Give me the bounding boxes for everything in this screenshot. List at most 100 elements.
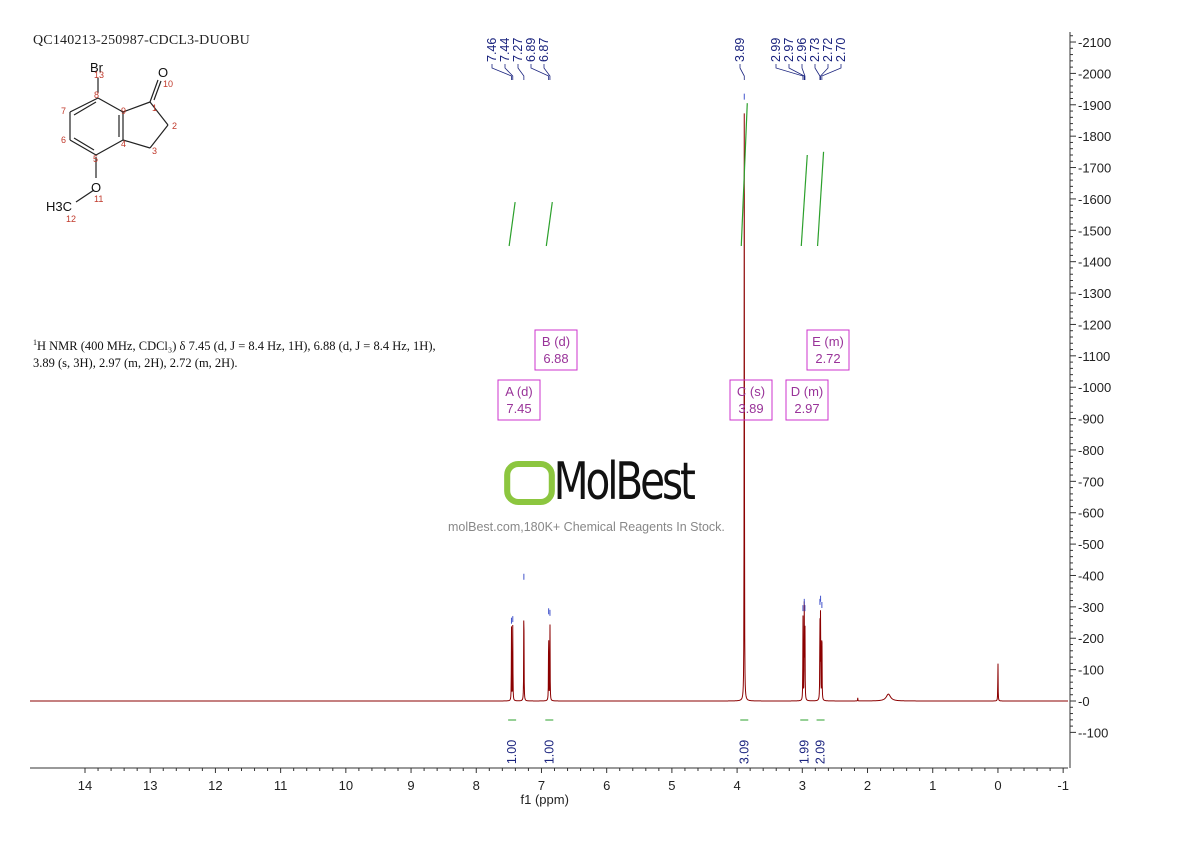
molecule-structure: Br O O H3C 1 2 3 4 5 6 7 8 9 10 11 12 13 — [46, 60, 177, 224]
y-tick-label: -100 — [1078, 663, 1104, 678]
x-tick-label: 7 — [538, 778, 545, 793]
peak-label: 2.99 — [769, 38, 783, 62]
atom-number: 3 — [152, 146, 157, 156]
peak-label-connector — [543, 64, 551, 80]
multiplet-label: A (d) — [505, 384, 532, 399]
atom-number: 7 — [61, 106, 66, 116]
integral-value: 1.00 — [542, 740, 556, 764]
peak-label: 2.70 — [834, 38, 848, 62]
peak-label: 2.97 — [782, 38, 796, 62]
multiplet-shift: 2.72 — [815, 351, 840, 366]
y-tick-label: -2100 — [1078, 35, 1111, 50]
hexagon-logo-icon — [504, 461, 555, 505]
x-tick-label: 13 — [143, 778, 157, 793]
atom-number: 1 — [152, 103, 157, 113]
multiplet-label: E (m) — [812, 334, 844, 349]
integral-curve — [800, 154, 808, 247]
y-tick-label: -1400 — [1078, 255, 1111, 270]
y-tick-label: -1700 — [1078, 161, 1111, 176]
peak-label: 7.44 — [498, 38, 512, 62]
atom-number: 8 — [94, 90, 99, 100]
peak-label: 2.73 — [808, 38, 822, 62]
integral-curve — [816, 151, 825, 247]
x-tick-label: -1 — [1057, 778, 1069, 793]
spectrum-line — [30, 113, 1068, 702]
y-tick-label: -1100 — [1078, 349, 1110, 364]
x-tick-label: 12 — [208, 778, 222, 793]
watermark-logo: MolBest — [504, 452, 696, 512]
multiplet-box — [729, 379, 773, 421]
watermark-text: molBest.com,180K+ Chemical Reagents In S… — [448, 520, 725, 534]
peak-label-connector — [820, 64, 829, 80]
y-tick-label: -200 — [1078, 631, 1104, 646]
y-tick-label: -1900 — [1078, 98, 1111, 113]
x-tick-label: 3 — [799, 778, 806, 793]
y-tick-label: -900 — [1078, 412, 1104, 427]
peak-label-connector — [739, 64, 745, 80]
peak-label: 2.72 — [821, 38, 835, 62]
y-tick-label: -1300 — [1078, 286, 1111, 301]
multiplet-box — [497, 379, 541, 421]
atom-number: 10 — [163, 79, 173, 89]
peak-label-connector — [504, 64, 514, 80]
peak-label: 7.46 — [485, 38, 499, 62]
y-tick-label: -1500 — [1078, 223, 1111, 238]
multiplet-label: D (m) — [791, 384, 824, 399]
peak-label-connector — [775, 64, 804, 80]
multiplet-label: C (s) — [737, 384, 765, 399]
atom-o-carbonyl: O — [158, 65, 168, 80]
peak-label: 6.87 — [537, 38, 551, 62]
x-axis-label: f1 (ppm) — [521, 792, 569, 807]
y-tick-label: -600 — [1078, 506, 1104, 521]
x-tick-label: 14 — [78, 778, 92, 793]
y-tick-label: -800 — [1078, 443, 1104, 458]
integral-value: 1.99 — [797, 740, 811, 764]
atom-br: Br — [90, 60, 104, 75]
x-tick-label: 4 — [733, 778, 740, 793]
x-tick-label: 10 — [339, 778, 353, 793]
x-tick-label: 2 — [864, 778, 871, 793]
atom-number: 9 — [121, 106, 126, 116]
multiplet-box — [534, 329, 578, 371]
x-tick-label: 9 — [407, 778, 414, 793]
x-tick-label: 5 — [668, 778, 675, 793]
multiplet-box — [785, 379, 829, 421]
y-tick-label: -1200 — [1078, 317, 1111, 332]
peak-label-connector — [491, 64, 512, 80]
multiplet-shift: 6.88 — [543, 351, 568, 366]
peak-label-connector — [788, 64, 805, 80]
x-tick-label: 1 — [929, 778, 936, 793]
x-tick-label: 8 — [473, 778, 480, 793]
peak-label-connector — [814, 64, 821, 80]
atom-number: 2 — [172, 121, 177, 131]
integral-curve — [508, 201, 516, 247]
y-tick-label: -1800 — [1078, 129, 1111, 144]
integral-curve — [545, 201, 553, 247]
multiplet-shift: 2.97 — [794, 401, 819, 416]
atom-o-ether: O — [91, 180, 101, 195]
y-tick-label: -1000 — [1078, 380, 1111, 395]
atom-number: 12 — [66, 214, 76, 224]
x-tick-label: 6 — [603, 778, 610, 793]
x-tick-label: 11 — [274, 778, 288, 793]
multiplet-shift: 7.45 — [506, 401, 531, 416]
y-tick-label: -400 — [1078, 568, 1104, 583]
atom-number: 4 — [121, 139, 126, 149]
peak-label-connector — [821, 64, 842, 80]
integral-value: 2.09 — [814, 740, 828, 764]
atom-methyl: H3C — [46, 199, 72, 214]
y-tick-label: --100 — [1078, 725, 1108, 740]
multiplet-label: B (d) — [542, 334, 570, 349]
peak-label-connector — [517, 64, 525, 80]
integral-value: 1.00 — [505, 740, 519, 764]
y-tick-label: -300 — [1078, 600, 1104, 615]
peak-label-connector — [801, 64, 806, 80]
y-tick-label: -0 — [1078, 694, 1090, 709]
atom-number: 6 — [61, 135, 66, 145]
peak-label: 3.89 — [733, 38, 747, 62]
integral-value: 3.09 — [737, 740, 751, 764]
atom-number: 11 — [94, 194, 103, 204]
atom-number: 5 — [93, 154, 98, 164]
peak-label: 2.96 — [795, 38, 809, 62]
